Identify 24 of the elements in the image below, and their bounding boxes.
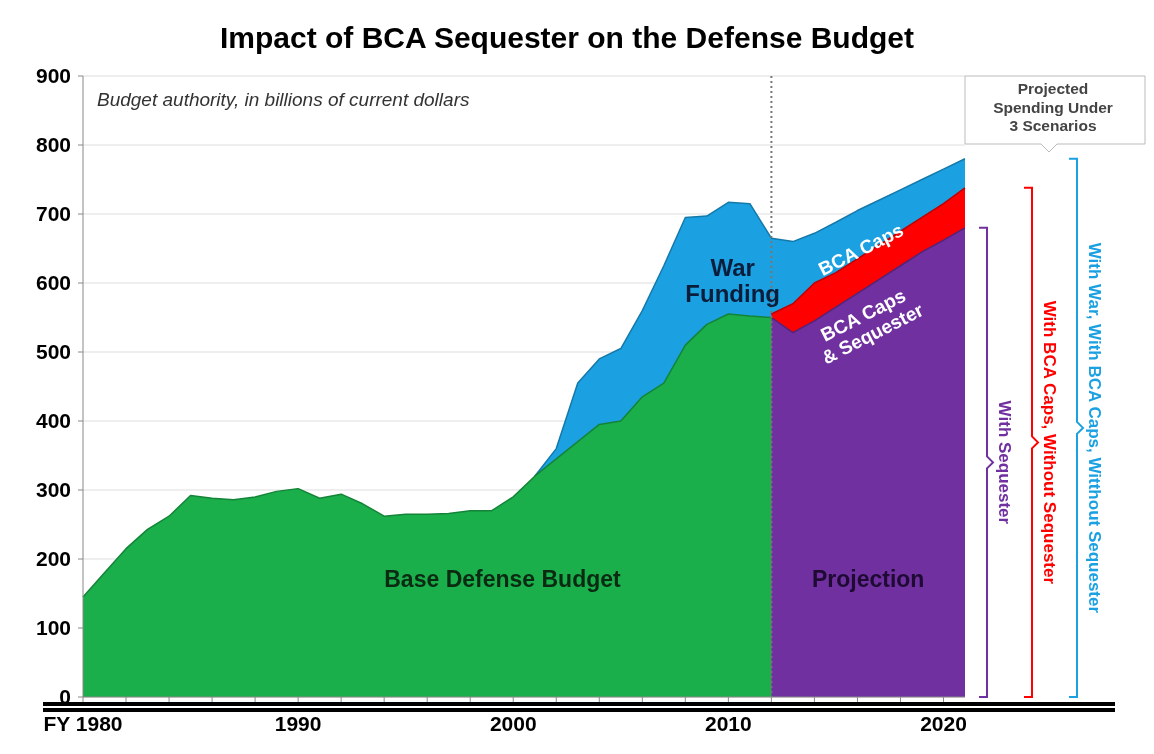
series-label: BCA Caps	[815, 219, 907, 280]
x-tick-label: FY 1980	[43, 712, 123, 735]
y-tick-label: 400	[35, 409, 71, 433]
y-tick-label: 300	[35, 478, 71, 502]
chart-title: Impact of BCA Sequester on the Defense Budget	[220, 21, 914, 54]
series-label: War Funding	[685, 254, 780, 308]
y-tick-label: 800	[35, 133, 71, 157]
x-tick-label: 2010	[705, 712, 752, 735]
x-tick-label: 2000	[489, 712, 537, 735]
y-tick-label: 900	[35, 64, 71, 88]
text: With War, With BCA Caps, Witthout Sequester	[1085, 242, 1104, 614]
y-tick-label: 500	[35, 340, 71, 364]
series-label: Base Defense Budget	[384, 565, 622, 592]
y-tick-label: 600	[35, 271, 71, 295]
text: Budget authority, in billions of current dollars	[97, 89, 470, 110]
x-tick-label: 1990	[274, 712, 322, 735]
text: Projected Spending Under 3 Scenarios	[993, 80, 1113, 135]
y-tick-label: 100	[35, 616, 71, 640]
text: With BCA Caps, Without Sequester	[1040, 300, 1059, 585]
x-tick-label: 2020	[920, 712, 967, 735]
text: With Sequester	[995, 400, 1014, 525]
annotation: Projection	[811, 565, 925, 592]
y-tick-label: 200	[35, 547, 71, 571]
y-tick-label: 700	[35, 202, 71, 226]
